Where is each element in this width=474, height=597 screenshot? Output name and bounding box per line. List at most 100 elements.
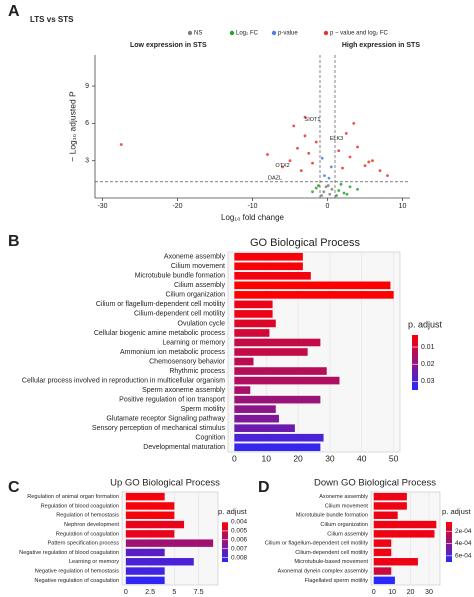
y-tick-label: Regulation of hemostasis bbox=[56, 513, 119, 519]
x-tick-label: 20 bbox=[407, 588, 415, 596]
bar bbox=[234, 291, 394, 299]
y-tick-label: Cognition bbox=[195, 435, 225, 442]
y-tick-label: Cilium organization bbox=[320, 522, 368, 528]
data-point bbox=[371, 159, 374, 163]
bar bbox=[234, 443, 321, 452]
bar bbox=[234, 424, 295, 432]
bar bbox=[234, 310, 273, 318]
colorbar-title: p. adjust bbox=[442, 507, 472, 516]
x-tick-label: 40 bbox=[357, 453, 367, 463]
bar bbox=[373, 511, 398, 519]
data-point bbox=[314, 186, 318, 190]
legend-marker bbox=[229, 30, 235, 36]
data-point bbox=[345, 192, 349, 196]
data-point bbox=[367, 160, 371, 164]
y-tick-label: Developmental maturation bbox=[143, 444, 225, 451]
y-tick-label: Microtubule bundle formation bbox=[135, 273, 225, 280]
data-point bbox=[337, 149, 341, 153]
y-tick-label: Nephron development bbox=[64, 522, 119, 528]
data-point bbox=[303, 134, 307, 138]
data-point bbox=[311, 190, 314, 194]
y-tick-label: Ammonium ion metabolic process bbox=[120, 349, 226, 356]
data-point bbox=[299, 169, 303, 173]
data-point bbox=[342, 191, 346, 195]
x-tick-label: -30 bbox=[97, 203, 107, 210]
y-tick-label: Cellular process involved in reproductio… bbox=[22, 377, 225, 384]
data-point bbox=[320, 156, 324, 160]
y-tick-label: Negative regulation of blood coagulation bbox=[19, 550, 119, 556]
colorbar-tick-label: 0.03 bbox=[421, 378, 435, 385]
y-tick-label: Positive regulation of ion transport bbox=[119, 396, 225, 403]
colorbar bbox=[222, 522, 228, 562]
y-tick-label: Rhythmic process bbox=[169, 368, 225, 375]
x-axis-label: Log₁₀ fold change bbox=[221, 213, 285, 222]
colorbar-title: p. adjust bbox=[408, 319, 443, 329]
bar bbox=[373, 520, 437, 529]
y-tick-label: Microtubule-based movement bbox=[294, 559, 368, 565]
bar bbox=[125, 492, 165, 501]
bar bbox=[234, 386, 251, 394]
data-point bbox=[356, 187, 359, 191]
x-tick-label: 10 bbox=[399, 203, 407, 210]
gene-label: ELK3 bbox=[330, 136, 343, 142]
bar bbox=[234, 329, 270, 337]
data-point bbox=[281, 165, 284, 169]
legend-marker bbox=[187, 30, 193, 36]
data-point bbox=[344, 131, 348, 135]
colorbar-tick-label: 0.004 bbox=[231, 519, 248, 526]
data-point bbox=[119, 143, 123, 146]
bar bbox=[373, 567, 392, 575]
panel-letter: A bbox=[8, 3, 20, 20]
data-point bbox=[311, 161, 314, 165]
data-point bbox=[335, 194, 338, 197]
data-point bbox=[323, 174, 326, 178]
bar bbox=[373, 558, 418, 566]
bar bbox=[125, 502, 175, 510]
y-tick-label: 9 bbox=[85, 83, 89, 90]
gene-label: SIOT1 bbox=[305, 117, 321, 123]
bar bbox=[234, 367, 327, 375]
data-point bbox=[317, 184, 320, 187]
x-tick-label: 30 bbox=[425, 588, 433, 596]
legend-marker bbox=[323, 30, 329, 36]
y-tick-label: Sperm axoneme assembly bbox=[142, 387, 225, 394]
x-tick-label: 2.5 bbox=[145, 588, 155, 596]
colorbar-tick-label: 0.008 bbox=[231, 554, 248, 561]
y-tick-label: Glutamate receptor Signaling pathway bbox=[106, 416, 225, 423]
bar bbox=[234, 262, 303, 271]
colorbar-tick-label: 0.02 bbox=[421, 361, 435, 368]
colorbar-tick-label: 0.006 bbox=[231, 536, 248, 543]
data-point bbox=[363, 164, 367, 168]
data-point bbox=[339, 182, 343, 186]
colorbar-tick-label: 0.01 bbox=[421, 344, 435, 351]
bar bbox=[234, 252, 303, 261]
data-point bbox=[337, 189, 341, 192]
data-point bbox=[341, 166, 344, 170]
colorbar-title: p. adjust bbox=[218, 507, 248, 516]
x-tick-label: 0 bbox=[232, 453, 237, 463]
y-tick-label: Microtubule bundle formation bbox=[296, 513, 368, 519]
x-tick-label: 10 bbox=[261, 453, 271, 463]
bar bbox=[234, 395, 321, 404]
colorbar-tick-label: 2e-04 bbox=[455, 528, 472, 535]
y-tick-label: Flagellated sperm motility bbox=[305, 578, 369, 584]
data-point bbox=[352, 121, 356, 125]
x-tick-label: 0 bbox=[372, 588, 376, 596]
chart-title: Down GO Biological Process bbox=[314, 478, 436, 489]
x-tick-label: 30 bbox=[325, 453, 335, 463]
data-point bbox=[348, 185, 352, 189]
x-tick-label: 20 bbox=[293, 453, 303, 463]
bar bbox=[234, 414, 279, 423]
legend-label: NS bbox=[194, 31, 202, 37]
data-point bbox=[314, 140, 318, 144]
colorbar bbox=[446, 522, 452, 562]
y-tick-label: 6 bbox=[85, 120, 89, 127]
panel-letter: C bbox=[8, 479, 20, 496]
y-tick-label: Cilium organization bbox=[165, 292, 225, 299]
y-tick-label: Cellular biogenic amine metabolic proces… bbox=[94, 330, 226, 337]
annotation: Low expression in STS bbox=[130, 42, 207, 49]
data-point bbox=[320, 194, 323, 197]
data-point bbox=[328, 192, 332, 196]
data-point bbox=[348, 155, 352, 159]
